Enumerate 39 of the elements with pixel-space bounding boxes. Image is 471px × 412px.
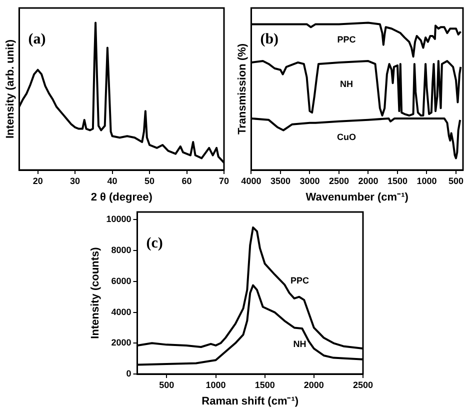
x-tick-label: 60: [182, 176, 192, 186]
x-tick-label: 1500: [387, 176, 408, 186]
y-tick-label: 2000: [111, 338, 132, 348]
x-tick-label: 50: [144, 176, 155, 186]
y-axis-title: Intensity (arb. unit): [4, 39, 17, 138]
series-label: NH: [340, 78, 354, 89]
annotation: (a): [28, 31, 46, 48]
x-tick-label: 2500: [352, 380, 374, 390]
series-label: CuO: [337, 132, 356, 142]
x-axis-title: 2 θ (degree): [90, 191, 153, 204]
x-tick-label: 3500: [270, 176, 290, 186]
x-tick-label: 1000: [206, 380, 226, 390]
x-tick-label: 4000: [241, 176, 262, 186]
x-tick-label: 500: [448, 176, 464, 186]
x-tick-label: 3000: [300, 176, 320, 186]
x-tick-label: 40: [107, 176, 118, 186]
y-tick-label: 0: [126, 368, 132, 378]
series-label: NH: [293, 338, 306, 349]
y-tick-label: 4000: [111, 306, 132, 317]
y-tick-label: 8000: [111, 245, 132, 256]
x-tick-label: 2500: [328, 176, 349, 186]
x-tick-label: 2000: [304, 380, 324, 390]
x-tick-label: 70: [218, 176, 230, 186]
x-axis-title: Wavenumber (cm⁻¹): [306, 191, 409, 204]
y-axis-title: Transmission (%): [236, 43, 249, 135]
x-tick-label: 1000: [416, 176, 437, 186]
y-axis-title: Intensity (counts): [90, 246, 102, 339]
x-tick-label: 1500: [254, 380, 275, 390]
y-tick-label: 10000: [106, 214, 132, 224]
x-tick-label: 500: [159, 380, 174, 390]
y-tick-label: 6000: [111, 276, 132, 286]
x-tick-label: 20: [32, 176, 43, 186]
x-tick-label: 30: [70, 176, 80, 186]
x-axis-title: Raman shift (cm⁻¹): [202, 395, 299, 408]
series-label: PPC: [337, 34, 356, 45]
x-tick-label: 2000: [358, 176, 378, 186]
annotation: (c): [146, 235, 163, 252]
series-label: PPC: [290, 275, 310, 286]
annotation: (b): [260, 31, 279, 48]
